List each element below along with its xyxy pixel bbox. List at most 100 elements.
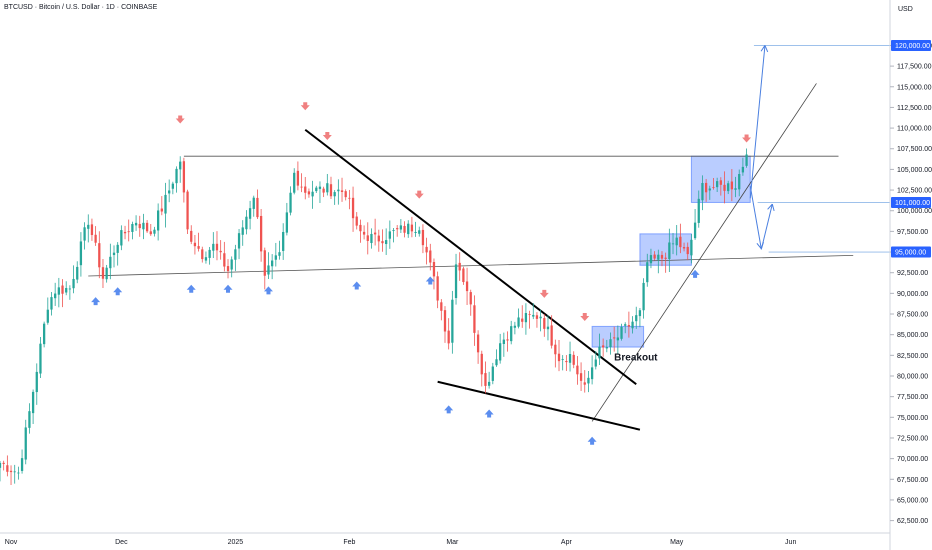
down-arrow-icon bbox=[742, 134, 752, 143]
candle-body bbox=[506, 339, 509, 341]
candle-body bbox=[385, 240, 388, 245]
candle-body bbox=[72, 278, 75, 289]
candle-body bbox=[149, 231, 152, 235]
candle-body bbox=[204, 257, 208, 261]
candle-body bbox=[230, 259, 233, 270]
currency-label: USD bbox=[898, 6, 913, 13]
candle-body bbox=[613, 337, 616, 339]
candle-body bbox=[436, 276, 439, 301]
candle-body bbox=[46, 309, 49, 323]
candle-body bbox=[256, 197, 259, 218]
up-arrow-icon bbox=[91, 297, 101, 306]
candle-body bbox=[546, 326, 550, 330]
candle-body bbox=[337, 189, 340, 192]
chart-title: BTCUSD · Bitcoin / U.S. Dollar · 1D · CO… bbox=[4, 4, 158, 11]
candle-body bbox=[366, 235, 369, 241]
candle-body bbox=[590, 367, 594, 380]
candle-body bbox=[252, 197, 255, 209]
candle-body bbox=[344, 191, 347, 198]
projection-arrow bbox=[749, 185, 762, 249]
candle-body bbox=[734, 188, 737, 190]
candle-body bbox=[13, 471, 16, 473]
price-label-bg bbox=[891, 246, 931, 258]
y-tick-label: 70,000.00 bbox=[897, 456, 928, 463]
candle-body bbox=[443, 310, 447, 332]
candle-body bbox=[98, 243, 101, 268]
candle-body bbox=[513, 325, 517, 328]
candle-body bbox=[311, 191, 314, 197]
candle-body bbox=[296, 170, 300, 186]
candle-body bbox=[123, 231, 127, 234]
x-tick-label: Jun bbox=[785, 539, 796, 546]
candle-body bbox=[447, 330, 450, 344]
candle-body bbox=[579, 373, 583, 381]
candle-body bbox=[248, 208, 252, 219]
candle-body bbox=[57, 287, 60, 295]
candle-body bbox=[480, 353, 483, 375]
candle-body bbox=[282, 231, 285, 251]
candle-body bbox=[28, 411, 31, 428]
candle-body bbox=[87, 224, 90, 229]
candle-body bbox=[215, 243, 219, 251]
annotation-lines bbox=[88, 45, 890, 431]
candle-body bbox=[517, 317, 520, 327]
candle-body bbox=[620, 326, 623, 339]
candle-body bbox=[0, 462, 2, 468]
candle-body bbox=[127, 231, 130, 233]
x-axis: Nov Dec 2025 Feb Mar Apr May Jun bbox=[5, 539, 797, 546]
candle-body bbox=[9, 470, 13, 473]
candle-body bbox=[208, 249, 211, 258]
projection-arrow bbox=[760, 203, 773, 250]
y-tick-label: 115,000.00 bbox=[897, 84, 932, 91]
candle-body bbox=[675, 237, 678, 246]
candle-body bbox=[671, 243, 675, 245]
candle-body bbox=[348, 197, 351, 199]
up-arrow-icon bbox=[186, 284, 196, 293]
candle-body bbox=[668, 242, 671, 259]
candle-body bbox=[476, 334, 480, 353]
candle-body bbox=[109, 256, 112, 269]
candle-body bbox=[42, 323, 46, 345]
candle-body bbox=[160, 208, 163, 212]
candle-body bbox=[583, 382, 586, 385]
candle-body bbox=[473, 305, 476, 333]
up-arrow-icon bbox=[587, 436, 597, 445]
candle-body bbox=[708, 188, 711, 191]
candle-body bbox=[175, 168, 178, 184]
candle-body bbox=[561, 359, 564, 360]
candle-body bbox=[609, 339, 612, 348]
y-tick-label: 117,500.00 bbox=[897, 64, 932, 71]
candle-body bbox=[326, 183, 329, 193]
candle-body bbox=[653, 254, 656, 259]
candle-body bbox=[741, 166, 745, 173]
candle-body bbox=[704, 182, 708, 193]
candle-body bbox=[738, 173, 741, 190]
projection-arrow-head bbox=[760, 45, 766, 52]
candle-body bbox=[682, 247, 686, 249]
y-tick-label: 105,000.00 bbox=[897, 167, 932, 174]
candle-body bbox=[289, 192, 292, 213]
candle-body bbox=[649, 255, 653, 264]
up-arrow-icon bbox=[263, 286, 273, 295]
up-arrow-icon bbox=[113, 287, 123, 296]
candle-body bbox=[164, 194, 167, 214]
candle-body bbox=[212, 243, 215, 251]
x-tick-label: 2025 bbox=[228, 539, 244, 546]
candle-body bbox=[543, 318, 546, 329]
candle-body bbox=[31, 391, 35, 414]
y-tick-label: 77,500.00 bbox=[897, 394, 928, 401]
candle-body bbox=[197, 246, 200, 249]
candle-body bbox=[263, 250, 266, 276]
candle-body bbox=[285, 212, 288, 233]
y-tick-label: 85,000.00 bbox=[897, 332, 928, 339]
candle-body bbox=[491, 366, 494, 381]
up-arrow-icon bbox=[425, 276, 435, 285]
down-arrow-icon bbox=[580, 312, 590, 321]
candle-body bbox=[418, 230, 421, 234]
consolidation-boxes bbox=[591, 155, 751, 348]
candle-body bbox=[307, 191, 311, 195]
candle-body bbox=[440, 302, 443, 311]
x-tick-label: Dec bbox=[115, 539, 128, 546]
rising-trendline bbox=[591, 83, 817, 422]
